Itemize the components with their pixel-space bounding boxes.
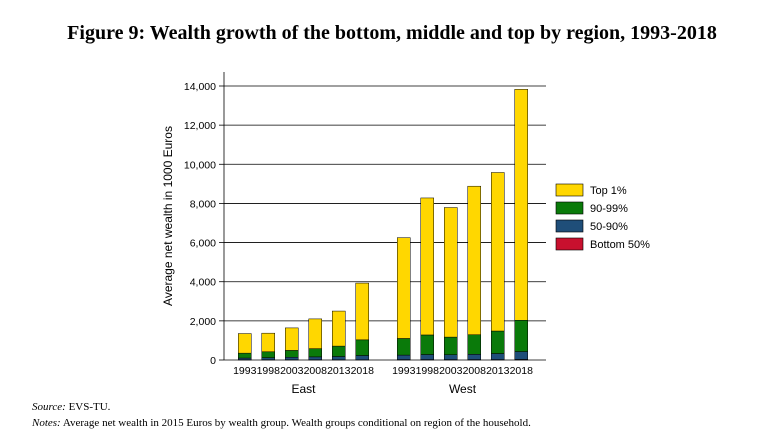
notes-text: Average net wealth in 2015 Euros by weal… bbox=[60, 417, 531, 429]
axes: 0 2,000 4,000 6,000 8,000 10,000 12,000 14,000 1… bbox=[184, 72, 546, 396]
bar-segment bbox=[261, 332, 275, 353]
legend-swatch bbox=[555, 219, 584, 233]
y-tick-label: 6,000 bbox=[190, 238, 216, 250]
bar-segment bbox=[332, 356, 346, 361]
legend-swatch bbox=[555, 183, 584, 197]
source-text: EVS-TU. bbox=[65, 401, 111, 413]
bar-segment bbox=[491, 353, 505, 360]
bar-segment bbox=[238, 357, 252, 361]
bar-segment bbox=[355, 339, 369, 356]
bar-segment bbox=[261, 357, 275, 361]
x-tick-label: 1993 bbox=[233, 365, 257, 377]
bar-segment bbox=[285, 350, 299, 358]
bar-segment bbox=[514, 89, 528, 321]
bar-segment bbox=[514, 351, 528, 360]
x-tick-label: 2013 bbox=[327, 365, 351, 377]
bar-segment bbox=[467, 185, 481, 336]
x-tick-label: 2003 bbox=[280, 365, 304, 377]
x-tick-label: 2008 bbox=[304, 365, 328, 377]
bar-segment bbox=[308, 348, 322, 358]
legend-swatch bbox=[555, 201, 584, 215]
bar-segment bbox=[420, 354, 434, 360]
bar-segment bbox=[285, 327, 299, 351]
bar-segment bbox=[444, 336, 458, 355]
bar-segment bbox=[285, 357, 299, 361]
bar-segment bbox=[332, 345, 346, 357]
bar-segment bbox=[238, 333, 252, 354]
x-tick-label: 2013 bbox=[486, 365, 510, 377]
x-tick-label: 2008 bbox=[463, 365, 487, 377]
legend-swatch bbox=[555, 237, 584, 251]
y-tick-label: 8,000 bbox=[190, 198, 216, 210]
bar-segment bbox=[514, 320, 528, 352]
bar-segment bbox=[420, 197, 434, 336]
y-tick-label: 0 bbox=[210, 355, 216, 367]
bar-segment bbox=[238, 352, 252, 359]
group-label: West bbox=[449, 382, 477, 396]
bars bbox=[238, 89, 528, 361]
notes-label: Notes: bbox=[32, 417, 61, 429]
bar-segment bbox=[397, 354, 411, 360]
y-axis-label: Average net wealth in 1000 Euros bbox=[161, 126, 175, 306]
bar-segment bbox=[308, 356, 322, 361]
y-tick-label: 14,000 bbox=[184, 81, 216, 93]
legend-label: 90-99% bbox=[590, 203, 628, 215]
bar-segment bbox=[420, 334, 434, 355]
bar-segment bbox=[491, 172, 505, 332]
source-label: Source: bbox=[32, 401, 66, 413]
bar-segment bbox=[355, 282, 369, 341]
bar-segment bbox=[467, 334, 481, 355]
x-tick-label: 1998 bbox=[257, 365, 281, 377]
x-tick-label: 2003 bbox=[439, 365, 463, 377]
notes-note: Notes: Average net wealth in 2015 Euros … bbox=[32, 417, 531, 429]
legend: Top 1% 90-99% 50-90% Bottom 50% bbox=[555, 183, 650, 251]
group-label: East bbox=[291, 382, 316, 396]
bar-segment bbox=[467, 354, 481, 360]
y-tick-label: 12,000 bbox=[184, 120, 216, 132]
y-tick-label: 4,000 bbox=[190, 277, 216, 289]
legend-label: 50-90% bbox=[590, 221, 628, 233]
x-tick-label: 2018 bbox=[351, 365, 375, 377]
bar-segment bbox=[397, 338, 411, 356]
x-tick-label: 2018 bbox=[510, 365, 534, 377]
bar-segment bbox=[332, 310, 346, 347]
bar-segment bbox=[397, 237, 411, 339]
bar-segment bbox=[261, 351, 275, 358]
bar-segment bbox=[491, 330, 505, 354]
bar-segment bbox=[444, 354, 458, 360]
figure-title: Figure 9: Wealth growth of the bottom, m… bbox=[67, 22, 717, 44]
bar-segment bbox=[444, 207, 458, 338]
bar-segment bbox=[308, 318, 322, 349]
x-tick-label: 1998 bbox=[416, 365, 440, 377]
source-note: Source: EVS-TU. bbox=[32, 401, 110, 413]
y-tick-label: 2,000 bbox=[190, 316, 216, 328]
x-tick-label: 1993 bbox=[392, 365, 416, 377]
legend-label: Bottom 50% bbox=[590, 239, 650, 251]
bar-segment bbox=[355, 355, 369, 361]
legend-label: Top 1% bbox=[590, 185, 627, 197]
y-tick-label: 10,000 bbox=[184, 159, 216, 171]
